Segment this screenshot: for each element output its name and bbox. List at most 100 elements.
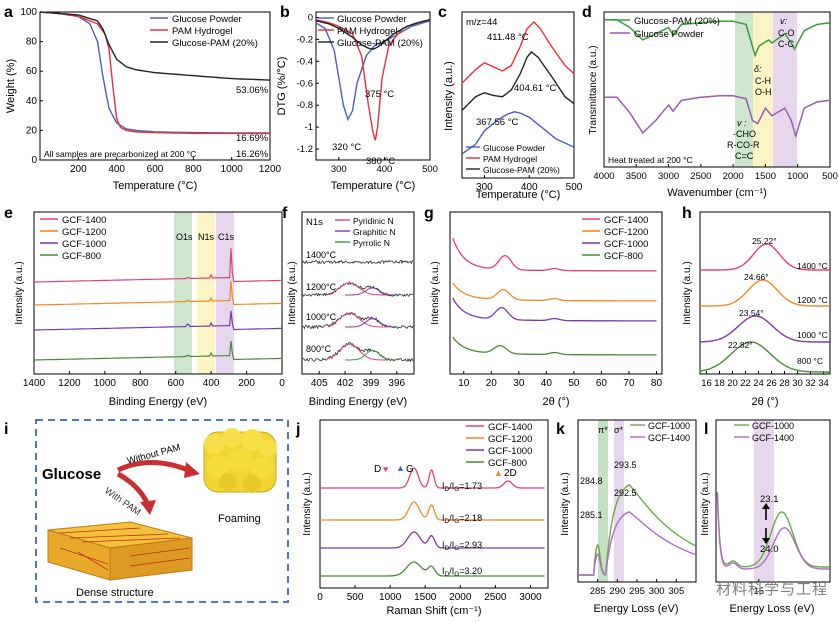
x-tick-label: 0 [279, 378, 285, 389]
arrow-l-up-head [762, 503, 770, 509]
annotation-a-1: 53.06% [236, 85, 269, 96]
x-tick-label: 3500 [626, 171, 647, 182]
x-tick-label: 800 [185, 164, 202, 175]
legend-b-2: PAM Hydrogel [337, 26, 398, 37]
legend-g-2: GCF-1200 [604, 227, 648, 238]
x-tick-label: 300 [331, 164, 347, 175]
x-tick-label: 40 [541, 378, 553, 389]
x-tick-label: 300 [476, 182, 493, 193]
series-b-3 [315, 19, 431, 51]
series-g-1 [452, 237, 657, 272]
panel-label-l: l [704, 421, 708, 438]
axis-ylabel-c: Intensity (a.u.) [443, 61, 455, 131]
annotation-f-4: 800°C [306, 344, 332, 354]
x-tick-label: 2000 [449, 592, 472, 603]
y-tick-label: 0 [31, 155, 37, 166]
x-tick-label: 1400 [23, 378, 46, 389]
x-tick-label: 396 [388, 378, 405, 389]
legend-g-3: GCF-1000 [604, 239, 648, 250]
panel-label-j: j [295, 421, 300, 438]
axes-frame-f [301, 211, 415, 375]
axes-frame-b [315, 11, 431, 161]
x-tick-label: 3000 [519, 592, 542, 603]
annotation-j-D-mark: ♥ [383, 464, 388, 474]
legend-d-2: Glucose Powder [634, 29, 704, 40]
legend-g-4: GCF-800 [604, 251, 643, 262]
legend-l-2: GCF-1400 [752, 433, 794, 443]
panel-label-g: g [424, 205, 434, 222]
ratio-j-3: ID/IG=2.93 [442, 540, 482, 552]
legend-f-2: Graphitic N [353, 227, 396, 237]
annotation-d-c2: -CHO [733, 129, 756, 139]
x-tick-label: 60 [596, 378, 608, 389]
x-tick-label: 1000 [94, 378, 117, 389]
panel-k: k 285 290 295 300 305 Energy Loss (eV) Inten… [556, 419, 697, 615]
schematic-frame [35, 419, 289, 603]
annotation-c-1: 411.48 °C [487, 32, 529, 43]
ticks-e: 1400 1200 1000 800 600 400 200 0 [23, 371, 285, 389]
x-tick-label: 50 [568, 378, 580, 389]
band-e-green [174, 212, 192, 374]
axis-ylabel-k: Intensity (a.u.) [560, 472, 571, 535]
x-tick-label: 1500 [755, 171, 776, 182]
series-c-3 [461, 50, 575, 111]
x-tick-label: 2500 [690, 171, 711, 182]
ticks-h: 16 18 20 22 24 26 28 30 32 34 [701, 371, 829, 389]
series-d-1 [604, 19, 831, 58]
axis-xlabel-e: Binding Energy (eV) [109, 396, 207, 408]
x-tick-label: 24 [753, 378, 764, 389]
annotation-d-note: Heat treated at 200 °C [608, 155, 693, 165]
x-tick-label: 400 [521, 182, 538, 193]
series-h-1 [700, 243, 830, 271]
lines-b [315, 19, 431, 141]
x-tick-label: 22 [740, 378, 751, 389]
legend-k-1: GCF-1000 [648, 421, 690, 431]
axis-xlabel-j: Raman Shift (cm⁻¹) [386, 605, 481, 617]
x-tick-label: 500 [566, 182, 583, 193]
panel-label-d: d [582, 4, 592, 21]
x-tick-label: 285 [590, 586, 606, 597]
band-d-green [735, 12, 753, 167]
axes-frame-l [715, 419, 831, 583]
x-tick-label: 400 [203, 378, 220, 389]
dense-structure [47, 521, 193, 581]
series-h-4 [699, 341, 830, 373]
lines-j [320, 467, 545, 577]
band-k-purple [614, 420, 624, 582]
fit-f-4-second [345, 349, 397, 361]
annotation-j-2D: 2D [504, 468, 517, 479]
fit-f-3-pyridinic [327, 312, 389, 328]
ticks-b: 300 400 500 0 -0.2 -0.4 -0.6 -0.8 -1 -1.2 [297, 12, 438, 175]
annotation-b-1: 375 °C [365, 89, 394, 100]
annotation-h-t1: 1400 °C [797, 261, 828, 271]
annotation-e-n: N1s [198, 232, 215, 242]
arrow-without-pam [116, 460, 189, 473]
x-tick-label: 1000 [379, 592, 402, 603]
annotation-k-1: 284.8 [580, 476, 603, 486]
chart-title-f: N1s [306, 217, 323, 228]
y-tick-label: 0 [308, 12, 313, 23]
x-tick-label: 800 [132, 378, 149, 389]
annotation-d-b2: C-H [755, 76, 771, 86]
series-e-2 [34, 281, 282, 306]
panel-a: a 200 400 600 800 1000 1200 0 20 40 60 80 100 Tempe… [4, 4, 282, 192]
panel-f: f 405 402 399 396 Binding Energy (eV) Inten… [282, 205, 415, 408]
legend-l-1: GCF-1000 [752, 421, 794, 431]
arrow-l-down-head [762, 538, 770, 544]
axis-xlabel-f: Binding Energy (eV) [309, 396, 407, 408]
axis-ylabel-f: Intensity (a.u.) [287, 261, 298, 324]
legend-e-4: GCF-800 [62, 251, 101, 262]
arrow-without-pam-head [184, 462, 200, 478]
x-tick-label: 28 [779, 378, 790, 389]
x-tick-label: 295 [629, 586, 645, 597]
x-tick-label: 290 [609, 586, 625, 597]
panel-j: j 0 500 1000 1500 2000 2500 3000 Raman Shift (… [295, 419, 549, 617]
annotation-l-1: 23.1 [760, 494, 779, 505]
x-tick-label: 402 [337, 378, 354, 389]
x-tick-label: 20 [727, 378, 738, 389]
annotation-f-2: 1200°C [306, 282, 337, 292]
legend-j-2: GCF-1200 [488, 434, 532, 445]
x-tick-label: 30 [513, 378, 525, 389]
ticks-d: 4000 3500 3000 2500 2000 1500 1000 500 [593, 164, 838, 182]
axes-frame-j [319, 419, 549, 589]
